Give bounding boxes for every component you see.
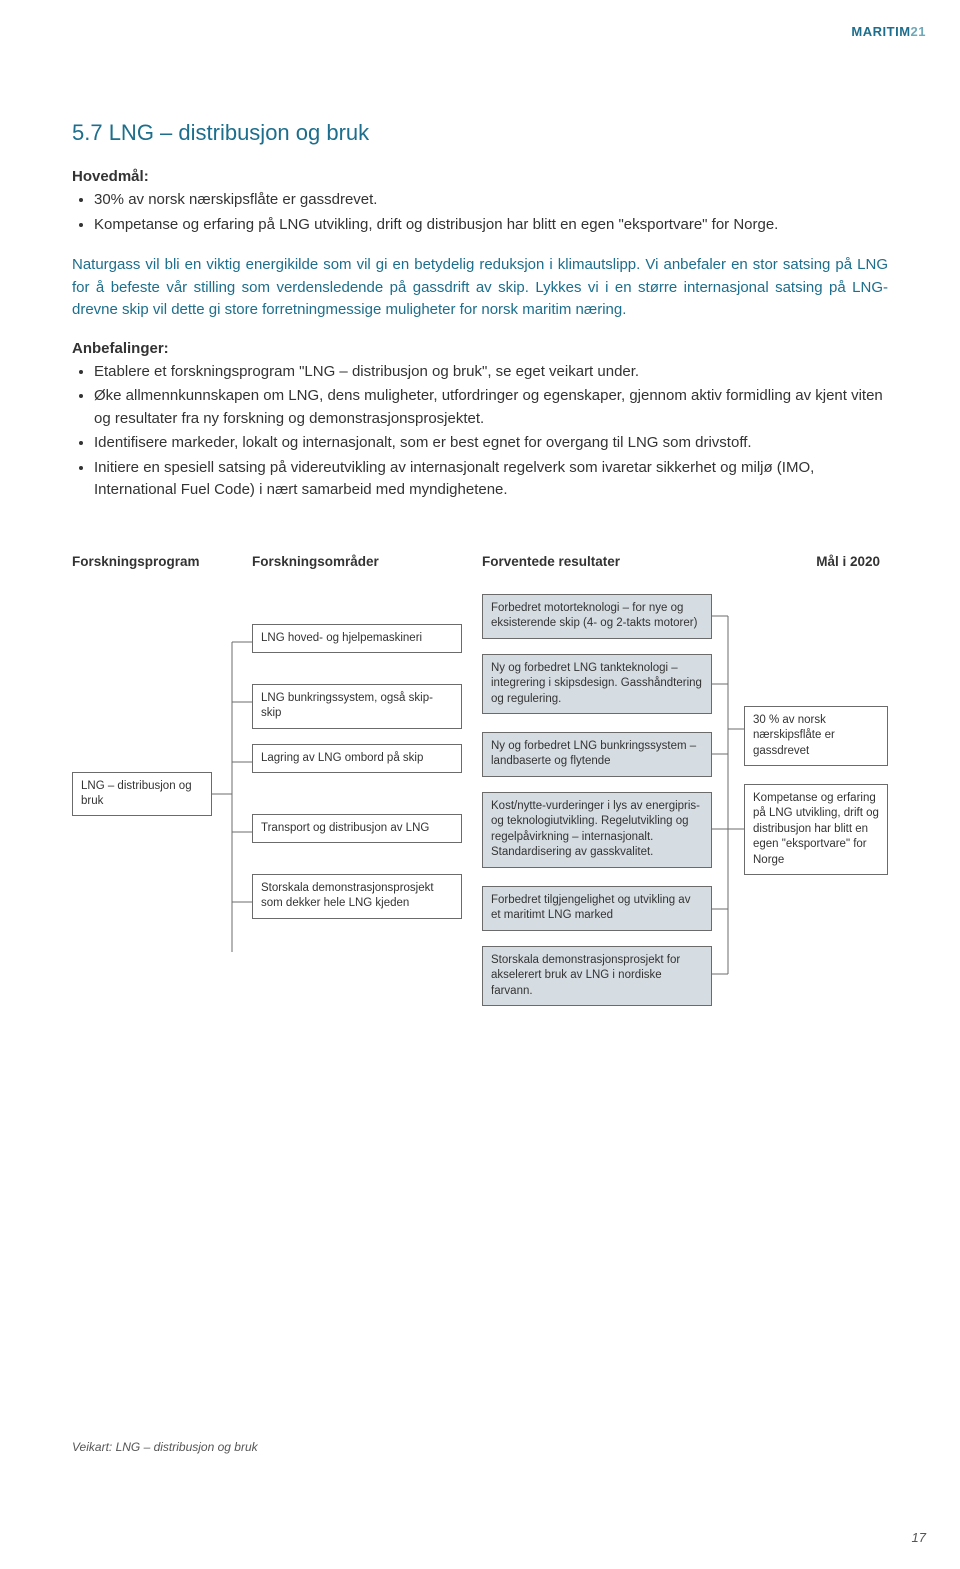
area-box: Storskala demonstrasjonsprosjekt som dek…	[252, 874, 462, 919]
hovedmal-list: 30% av norsk nærskipsflåte er gassdrevet…	[72, 189, 888, 236]
header-program: Forskningsprogram	[72, 554, 252, 569]
goal-box: 30 % av norsk nærskipsflåte er gassdreve…	[744, 706, 888, 767]
page-content: 5.7 LNG – distribusjon og bruk Hovedmål:…	[0, 0, 960, 1114]
figure-caption: Veikart: LNG – distribusjon og bruk	[72, 1440, 258, 1454]
list-item: Øke allmennkunnskapen om LNG, dens mulig…	[94, 385, 888, 430]
list-item: 30% av norsk nærskipsflåte er gassdrevet…	[94, 189, 888, 212]
result-box: Storskala demonstrasjonsprosjekt for aks…	[482, 946, 712, 1007]
logo-part2: 21	[911, 24, 926, 39]
result-box: Kost/nytte-vurderinger i lys av energipr…	[482, 792, 712, 868]
area-box: Lagring av LNG ombord på skip	[252, 744, 462, 774]
anbefalinger-list: Etablere et forskningsprogram "LNG – dis…	[72, 361, 888, 502]
page-number: 17	[912, 1530, 926, 1545]
body-paragraph: Naturgass vil bli en viktig energikilde …	[72, 254, 888, 322]
result-box: Forbedret tilgjengelighet og utvikling a…	[482, 886, 712, 931]
list-item: Initiere en spesiell satsing på videreut…	[94, 457, 888, 502]
list-item: Kompetanse og erfaring på LNG utvikling,…	[94, 214, 888, 237]
diagram-headers: Forskningsprogram Forskningsområder Forv…	[72, 554, 888, 569]
list-item: Identifisere markeder, lokalt og interna…	[94, 432, 888, 455]
program-box: LNG – distribusjon og bruk	[72, 772, 212, 816]
list-item: Etablere et forskningsprogram "LNG – dis…	[94, 361, 888, 384]
result-box: Ny og forbedret LNG tankteknologi – inte…	[482, 654, 712, 715]
section-title: 5.7 LNG – distribusjon og bruk	[72, 120, 888, 146]
result-box: Ny og forbedret LNG bunkringssystem – la…	[482, 732, 712, 777]
area-box: LNG bunkringssystem, også skip-skip	[252, 684, 462, 729]
area-box: Transport og distribusjon av LNG	[252, 814, 462, 844]
result-box: Forbedret motorteknologi – for nye og ek…	[482, 594, 712, 639]
header-goals: Mål i 2020	[732, 554, 888, 569]
goal-box: Kompetanse og erfaring på LNG utvikling,…	[744, 784, 888, 876]
header-areas: Forskningsområder	[252, 554, 482, 569]
header-results: Forventede resultater	[482, 554, 732, 569]
brand-logo: MARITIM21	[851, 24, 926, 39]
program-box-label: LNG – distribusjon og bruk	[81, 780, 192, 808]
anbefalinger-label: Anbefalinger:	[72, 340, 888, 357]
area-box: LNG hoved- og hjelpemaskineri	[252, 624, 462, 654]
roadmap-diagram: Forskningsprogram Forskningsområder Forv…	[72, 554, 888, 1114]
hovedmal-label: Hovedmål:	[72, 168, 888, 185]
logo-part1: MARITIM	[851, 24, 910, 39]
